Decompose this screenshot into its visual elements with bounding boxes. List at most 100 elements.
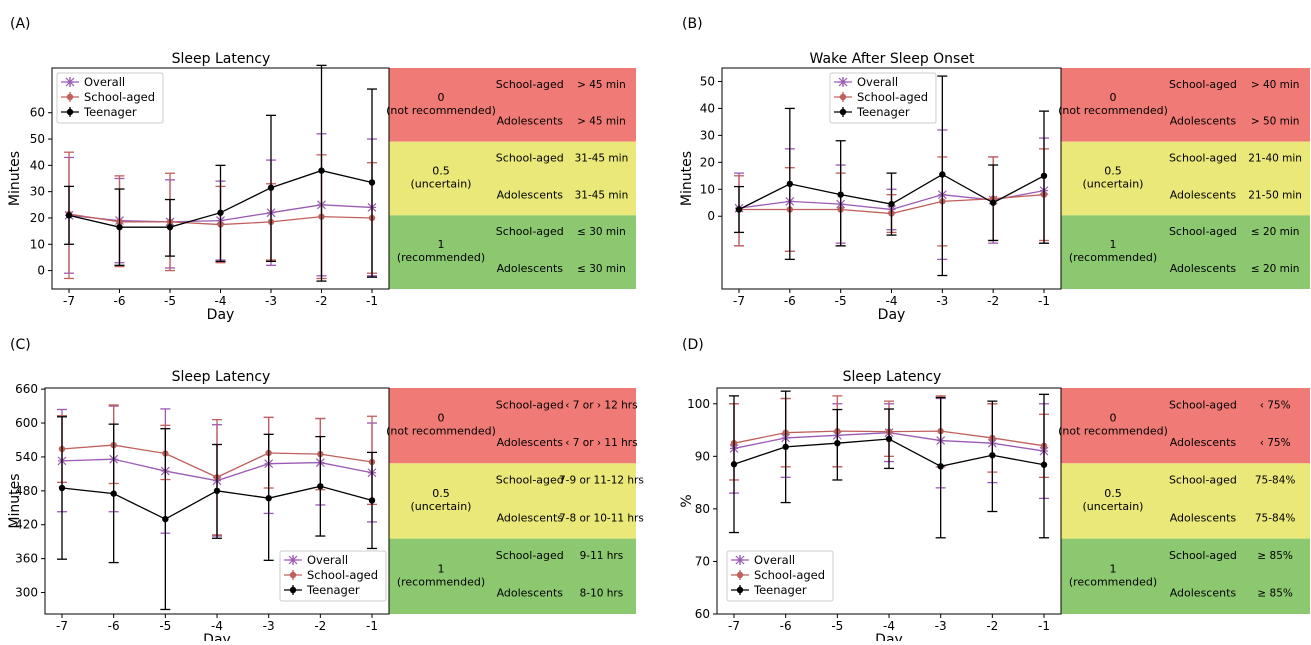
legend-label: Overall <box>754 553 795 567</box>
zone-group: School-aged <box>496 78 564 91</box>
zone-group: Adolescents <box>497 436 564 449</box>
zone-group: School-aged <box>1169 549 1237 562</box>
y-tick-label: 660 <box>15 382 38 396</box>
data-point <box>217 209 224 216</box>
zone-label: (not recommended) <box>1058 425 1168 438</box>
x-tick-label: -2 <box>986 619 998 633</box>
x-tick-label: -5 <box>835 294 847 308</box>
zone-group: Adolescents <box>1170 436 1237 449</box>
zone-score: 0 <box>1110 91 1117 104</box>
y-tick-label: 10 <box>30 237 45 251</box>
x-tick-label: -4 <box>215 294 227 308</box>
legend-label: School-aged <box>307 568 378 582</box>
x-tick-label: -6 <box>780 619 792 633</box>
zone-score: 0 <box>438 412 445 425</box>
zone-value: 21-40 min <box>1248 153 1302 165</box>
zone-value: 8-10 hrs <box>580 588 624 600</box>
zone-value: 31-45 min <box>575 153 629 165</box>
data-point <box>317 483 324 490</box>
zone-value: > 50 min <box>1251 116 1300 128</box>
y-tick-label: 20 <box>700 155 715 169</box>
legend-item-overall: Overall <box>284 553 348 567</box>
x-tick-label: -1 <box>1038 294 1050 308</box>
zone-label: (uncertain) <box>411 500 472 513</box>
zone-score: 0.5 <box>432 487 450 500</box>
legend-marker <box>65 77 75 87</box>
zone-value: ≤ 30 min <box>577 226 626 238</box>
x-tick-label: -5 <box>164 294 176 308</box>
zone-value: > 45 min <box>577 116 626 128</box>
x-tick-label: -4 <box>211 619 223 633</box>
zone-label: (not recommended) <box>386 425 496 438</box>
chart-title: Sleep Latency <box>172 51 271 67</box>
zone-score: 1 <box>1110 238 1117 251</box>
y-axis-label: Minutes <box>679 151 695 206</box>
zone-score: 1 <box>438 238 445 251</box>
x-tick-label: -1 <box>366 619 378 633</box>
x-tick-label: -3 <box>935 619 947 633</box>
zone-background <box>1061 141 1310 216</box>
legend-label: Overall <box>857 75 898 89</box>
x-tick-label: -3 <box>936 294 948 308</box>
zone-group: School-aged <box>1169 78 1237 91</box>
data-point <box>1040 172 1048 180</box>
zone-group: Adolescents <box>1170 587 1237 600</box>
zone-background <box>389 463 636 539</box>
x-tick-label: -1 <box>1038 619 1050 633</box>
zone-background <box>1061 68 1310 142</box>
legend-box <box>726 550 834 602</box>
zone-group: Adolescents <box>497 115 564 128</box>
data-point <box>837 191 844 198</box>
legend-marker <box>736 586 744 594</box>
zone-score: 0.5 <box>1104 487 1122 500</box>
legend-marker <box>66 108 74 116</box>
x-tick-label: -4 <box>886 294 898 308</box>
x-axis-label: Day <box>203 632 231 641</box>
legend-marker <box>839 108 847 116</box>
series-teen <box>57 416 377 611</box>
zone-background <box>389 388 636 464</box>
zone-group: Adolescents <box>1170 188 1237 201</box>
legend-item-school: School-aged <box>61 90 155 104</box>
legend-item-school: School-aged <box>284 568 378 582</box>
y-axis-label: % <box>679 494 695 507</box>
zone-value: ‹ 75% <box>1260 399 1291 411</box>
zone-group: School-aged <box>1169 474 1237 487</box>
x-tick-label: -3 <box>265 294 277 308</box>
y-tick-label: 50 <box>30 132 45 146</box>
chart-title: Sleep Latency <box>172 369 271 385</box>
series-teen <box>729 390 1049 539</box>
panel-letter: (A) <box>10 16 31 32</box>
legend-label: School-aged <box>857 90 928 104</box>
legend-marker <box>838 77 848 87</box>
zone-group: Adolescents <box>497 262 564 275</box>
legend-label: Overall <box>84 75 125 89</box>
legend-label: School-aged <box>84 90 155 104</box>
series-teen <box>734 75 1049 277</box>
legend-box <box>829 72 937 124</box>
zone-group: School-aged <box>496 152 564 165</box>
legend-item-overall: Overall <box>61 75 125 89</box>
y-axis-label: Minutes <box>7 151 23 206</box>
zone-score: 0 <box>438 91 445 104</box>
y-tick-label: 40 <box>700 101 715 115</box>
zone-value: ‹ 75% <box>1260 437 1291 449</box>
y-tick-label: 360 <box>15 552 38 566</box>
legend-marker <box>288 555 298 565</box>
legend-marker <box>66 93 74 101</box>
x-tick-label: -6 <box>784 294 796 308</box>
zone-band-green: 1(recommended) School-aged 9-11 hrs Adolesc… <box>389 538 636 614</box>
zone-group: Adolescents <box>497 511 564 524</box>
zone-value: ‹ 7 or › 12 hrs <box>565 399 637 411</box>
panel-letter: (D) <box>682 337 704 353</box>
panel-letter: (C) <box>10 337 31 353</box>
data-point <box>318 167 325 174</box>
zone-background <box>389 68 636 142</box>
zone-score: 1 <box>438 562 445 575</box>
legend-marker <box>839 93 847 101</box>
